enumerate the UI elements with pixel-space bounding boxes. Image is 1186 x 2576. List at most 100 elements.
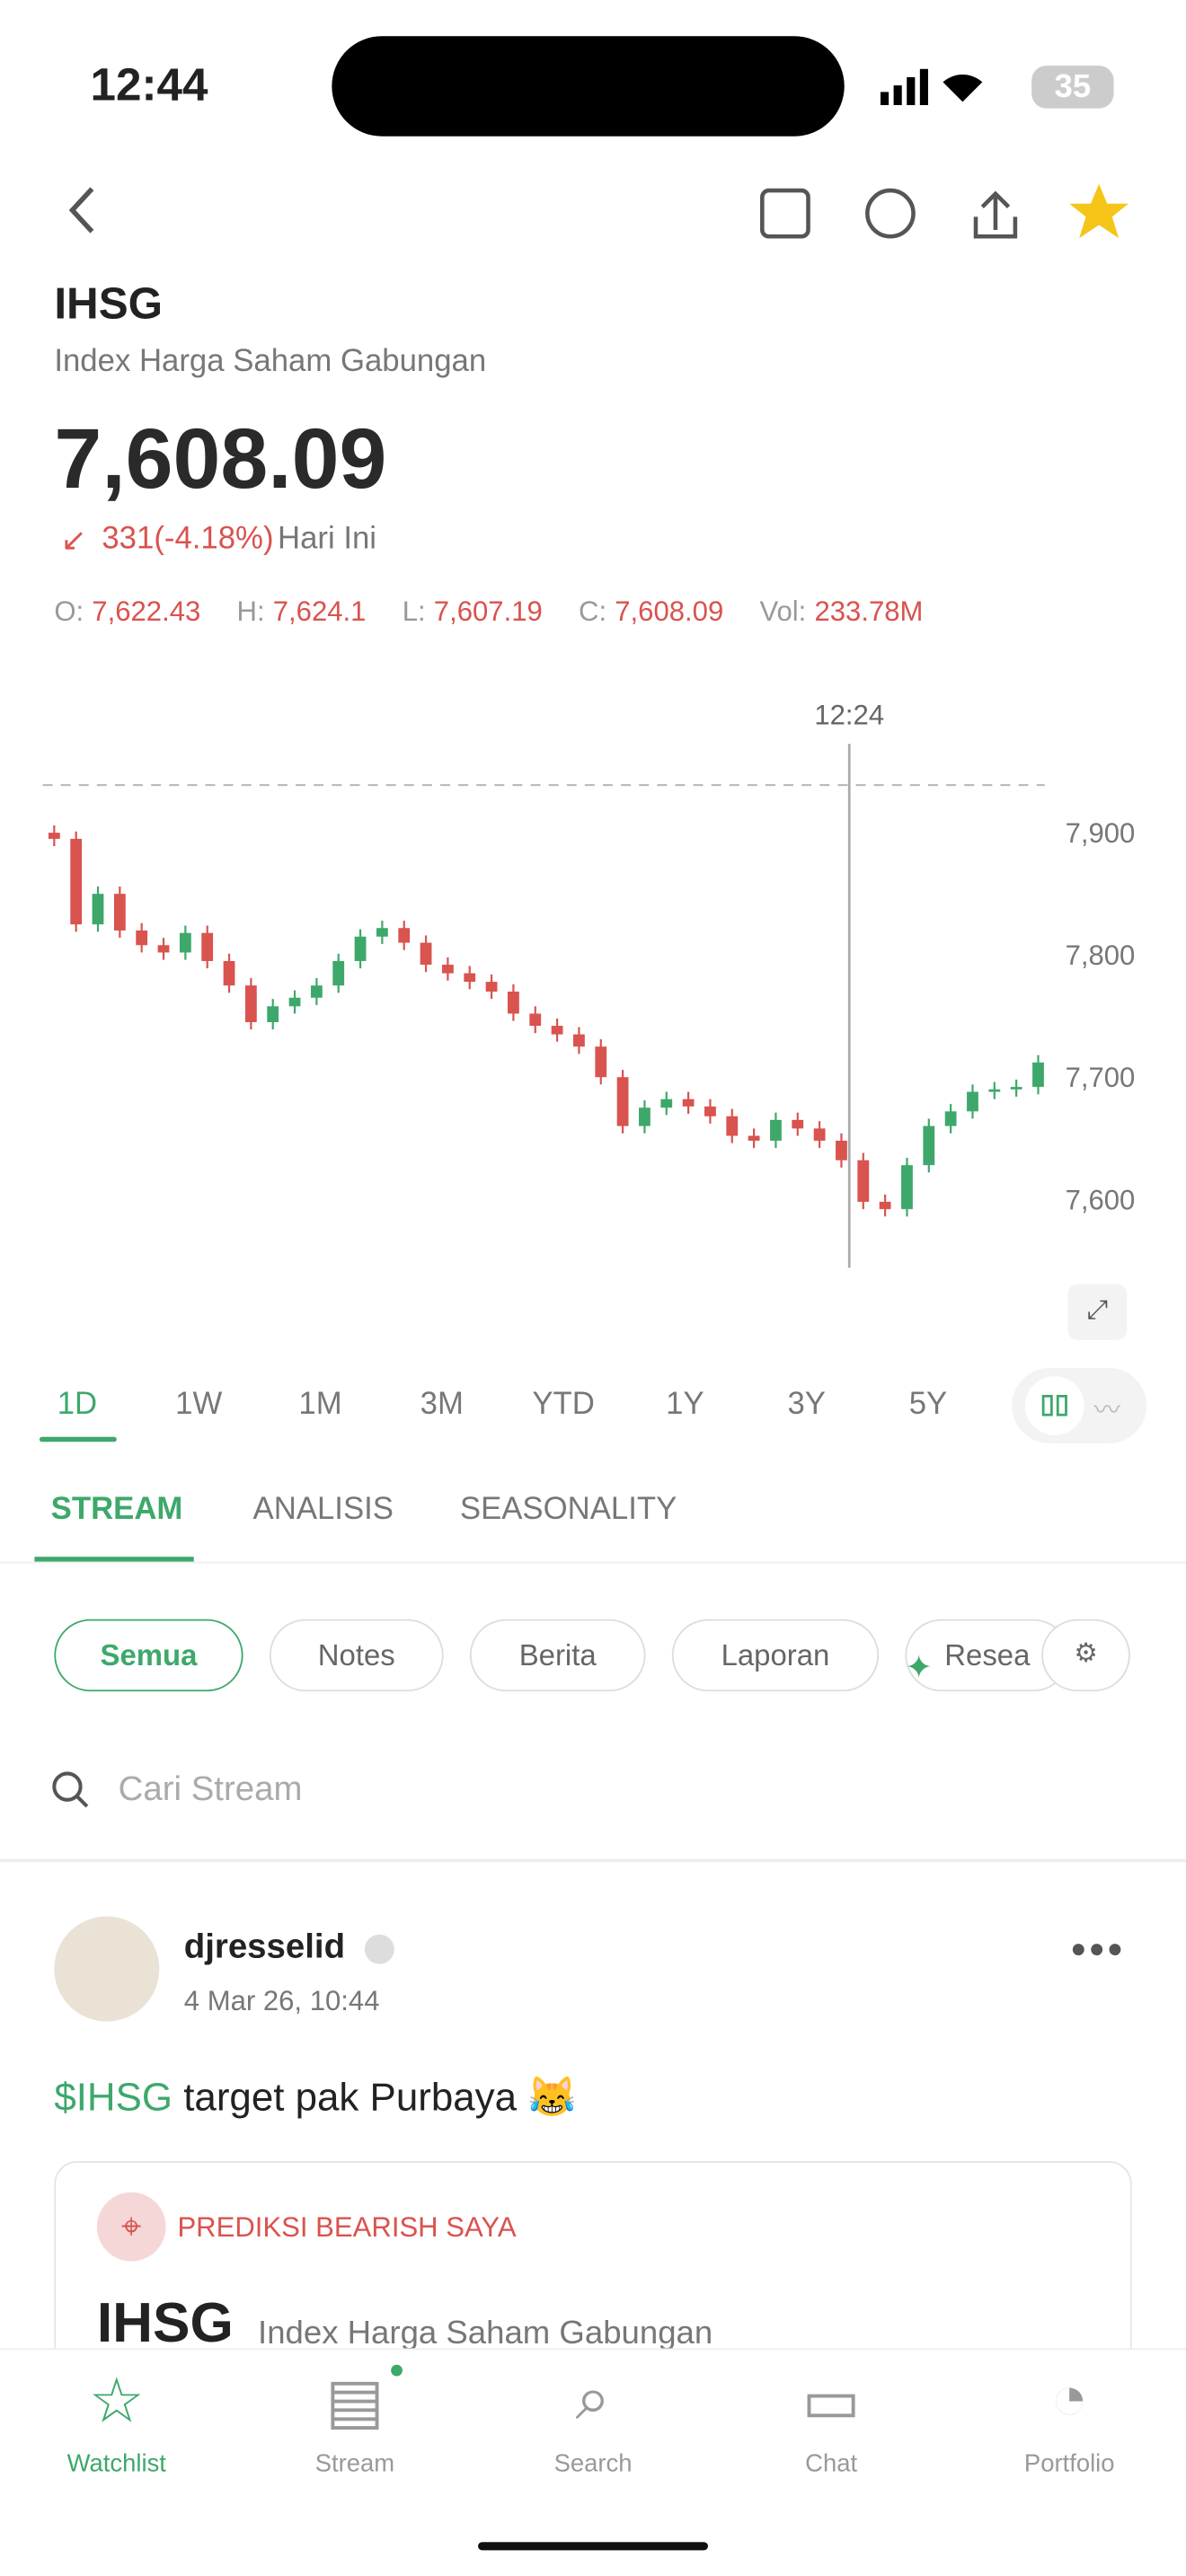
card-label: PREDIKSI BEARISH SAYA bbox=[177, 2211, 517, 2244]
candle-body bbox=[813, 1128, 826, 1141]
ohlc-value: 7,624.1 bbox=[272, 595, 367, 628]
change: 331(-4.18%) bbox=[102, 522, 274, 557]
range-button[interactable]: 1Y bbox=[666, 1387, 704, 1423]
candle-body bbox=[223, 960, 235, 986]
candle-body bbox=[398, 928, 411, 943]
candle-body bbox=[726, 1116, 739, 1136]
target-icon: ⌖ bbox=[96, 2192, 166, 2262]
candle-body bbox=[201, 932, 214, 961]
change-arrow: ↙ bbox=[60, 524, 87, 559]
nav-icon: ▤ bbox=[325, 2368, 385, 2438]
range-button[interactable]: YTD bbox=[532, 1387, 595, 1423]
ohlc-value: 7,622.43 bbox=[92, 595, 201, 628]
ohlc-value: 7,607.19 bbox=[433, 595, 543, 628]
more-menu[interactable]: ••• bbox=[1071, 1924, 1126, 1974]
range-button[interactable]: 5Y bbox=[908, 1387, 948, 1423]
avatar[interactable] bbox=[54, 1916, 160, 2022]
range-button[interactable]: 3Y bbox=[787, 1387, 826, 1423]
verified-badge bbox=[364, 1934, 394, 1964]
tab[interactable]: ANALISIS bbox=[252, 1492, 394, 1528]
range-button[interactable]: 3M bbox=[420, 1387, 464, 1423]
candle-body bbox=[310, 985, 323, 998]
y-tick-label: 7,600 bbox=[1066, 1184, 1136, 1215]
nav-label[interactable]: Stream bbox=[314, 2449, 395, 2478]
nav-label[interactable]: Search bbox=[553, 2449, 633, 2478]
candle-body bbox=[464, 973, 476, 983]
candle-body bbox=[682, 1098, 695, 1107]
y-tick-label: 7,900 bbox=[1066, 817, 1136, 849]
chart: 7,600 7,700 7,800 7,900 12:24 bbox=[42, 699, 1136, 1268]
ohlc-item: L: 7,607.19 bbox=[403, 596, 543, 630]
crosshair-label: 12:24 bbox=[814, 699, 884, 730]
ohlc-item: Vol: 233.78M bbox=[759, 596, 923, 630]
candle-body bbox=[923, 1125, 935, 1166]
filter-chip[interactable]: Laporan bbox=[671, 1619, 880, 1692]
candle-body bbox=[944, 1111, 957, 1126]
candle-body bbox=[901, 1165, 913, 1210]
candle-body bbox=[573, 1034, 585, 1047]
candle-body bbox=[967, 1091, 978, 1112]
tab[interactable]: SEASONALITY bbox=[459, 1492, 677, 1528]
chart-type-toggle[interactable]: ▯▯ 〰 bbox=[1012, 1367, 1147, 1444]
filter-chip[interactable]: Berita bbox=[469, 1619, 646, 1692]
candle-body bbox=[529, 1013, 542, 1027]
sparkle-icon: ✦ bbox=[905, 1650, 934, 1687]
post-date: 4 Mar 26, 10:44 bbox=[183, 1985, 380, 2017]
home-indicator bbox=[478, 2542, 708, 2551]
range-button[interactable]: 1M bbox=[298, 1387, 342, 1423]
nav-icon: ▭ bbox=[801, 2368, 861, 2438]
candle-body bbox=[770, 1119, 782, 1141]
ohlc-row: O: 7,622.43 H: 7,624.1 L: 7,607.19 C: 7,608.09 V… bbox=[54, 596, 923, 630]
candle-body bbox=[704, 1106, 716, 1116]
candle-body bbox=[354, 936, 367, 961]
candle-body bbox=[157, 945, 170, 953]
divider bbox=[0, 1561, 1186, 1564]
candle-body bbox=[136, 930, 148, 946]
ohlc-item: H: 7,624.1 bbox=[237, 596, 367, 630]
search-input[interactable]: Cari Stream bbox=[118, 1769, 303, 1808]
candle-body bbox=[420, 942, 432, 966]
nav-label[interactable]: Portfolio bbox=[1023, 2449, 1115, 2478]
filter-chip[interactable]: Semua bbox=[54, 1619, 243, 1692]
candle-body bbox=[595, 1046, 607, 1078]
candle-body bbox=[70, 838, 83, 925]
card-symbol: IHSG bbox=[96, 2292, 234, 2355]
status-time: 12:44 bbox=[90, 58, 208, 110]
ohlc-value: 7,608.09 bbox=[615, 595, 724, 628]
range-button[interactable]: 1D bbox=[57, 1387, 98, 1423]
candle-body bbox=[748, 1135, 760, 1141]
candle-body bbox=[879, 1202, 891, 1210]
toolbar-icons[interactable] bbox=[59, 181, 1144, 246]
filter-chip[interactable]: Notes bbox=[269, 1619, 444, 1692]
tab[interactable]: STREAM bbox=[50, 1492, 183, 1528]
candle-body bbox=[92, 894, 104, 925]
candle-body bbox=[639, 1107, 651, 1126]
candle-body bbox=[616, 1077, 629, 1126]
symbol[interactable]: IHSG bbox=[54, 278, 164, 329]
nav-label[interactable]: Chat bbox=[805, 2449, 858, 2478]
candle-body bbox=[660, 1098, 673, 1108]
candle-body bbox=[836, 1140, 847, 1160]
cashtag[interactable]: $IHSG bbox=[54, 2075, 173, 2121]
range-button[interactable]: 1W bbox=[175, 1387, 223, 1423]
candle-body bbox=[485, 982, 498, 992]
stream-badge bbox=[391, 2364, 403, 2377]
candle-body bbox=[113, 894, 126, 931]
nav-label[interactable]: Watchlist bbox=[66, 2449, 166, 2478]
post-body: $IHSG target pak Purbaya 😹 bbox=[54, 2074, 576, 2122]
divider bbox=[0, 1858, 1186, 1863]
card-name: Index Harga Saham Gabungan bbox=[258, 2315, 713, 2352]
ohlc-label: C: bbox=[579, 595, 607, 628]
filter-settings[interactable]: ⚙ bbox=[1041, 1619, 1130, 1692]
candle-body bbox=[376, 928, 388, 937]
candle-body bbox=[857, 1160, 870, 1203]
candle-body bbox=[441, 965, 454, 974]
signal-wifi bbox=[880, 68, 983, 106]
candle-body bbox=[508, 991, 519, 1014]
ohlc-label: H: bbox=[236, 595, 265, 628]
ohlc-label: L: bbox=[402, 595, 426, 628]
expand-button[interactable]: ⤢ bbox=[1067, 1284, 1128, 1340]
period: Hari Ini bbox=[277, 522, 377, 557]
username[interactable]: djresselid bbox=[183, 1928, 346, 1966]
